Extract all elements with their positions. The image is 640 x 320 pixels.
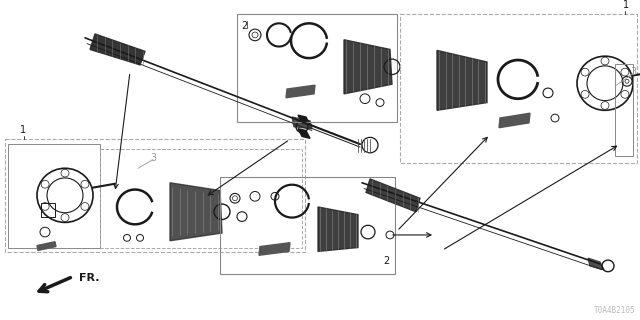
Polygon shape bbox=[90, 34, 145, 65]
Polygon shape bbox=[588, 258, 604, 270]
Polygon shape bbox=[286, 85, 315, 98]
Polygon shape bbox=[298, 129, 310, 138]
Text: 1: 1 bbox=[623, 0, 629, 10]
Polygon shape bbox=[37, 242, 56, 251]
Polygon shape bbox=[437, 50, 487, 110]
Text: 1: 1 bbox=[20, 125, 26, 135]
Polygon shape bbox=[170, 183, 222, 241]
Text: 2: 2 bbox=[241, 21, 247, 31]
Text: FR.: FR. bbox=[79, 274, 99, 284]
Polygon shape bbox=[298, 115, 310, 125]
Polygon shape bbox=[292, 117, 312, 129]
Polygon shape bbox=[344, 40, 392, 94]
Text: T0A4B2105: T0A4B2105 bbox=[593, 306, 635, 315]
Text: 3: 3 bbox=[150, 153, 156, 163]
Polygon shape bbox=[366, 179, 420, 212]
Polygon shape bbox=[259, 243, 290, 255]
Polygon shape bbox=[499, 113, 530, 128]
Text: 3: 3 bbox=[630, 67, 636, 77]
Text: 2: 2 bbox=[384, 256, 390, 266]
Polygon shape bbox=[318, 207, 358, 252]
